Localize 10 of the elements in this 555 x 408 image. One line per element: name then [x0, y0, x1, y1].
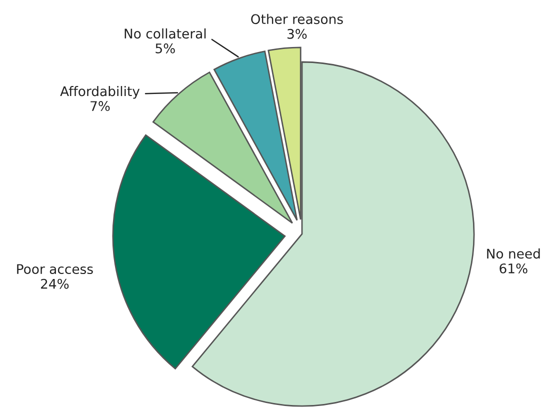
data-label: 7%: [90, 101, 110, 112]
slice-label: Affordability: [60, 86, 140, 99]
data-label: 61%: [500, 263, 528, 274]
slice-label: No collateral: [124, 28, 206, 39]
data-label: 3%: [287, 28, 307, 39]
slice-label: Poor access: [17, 264, 93, 274]
slice-label: Other reasons: [251, 14, 343, 24]
data-label: 24%: [41, 278, 69, 289]
slice-label: No need: [487, 248, 540, 259]
data-label: 5%: [156, 43, 175, 54]
